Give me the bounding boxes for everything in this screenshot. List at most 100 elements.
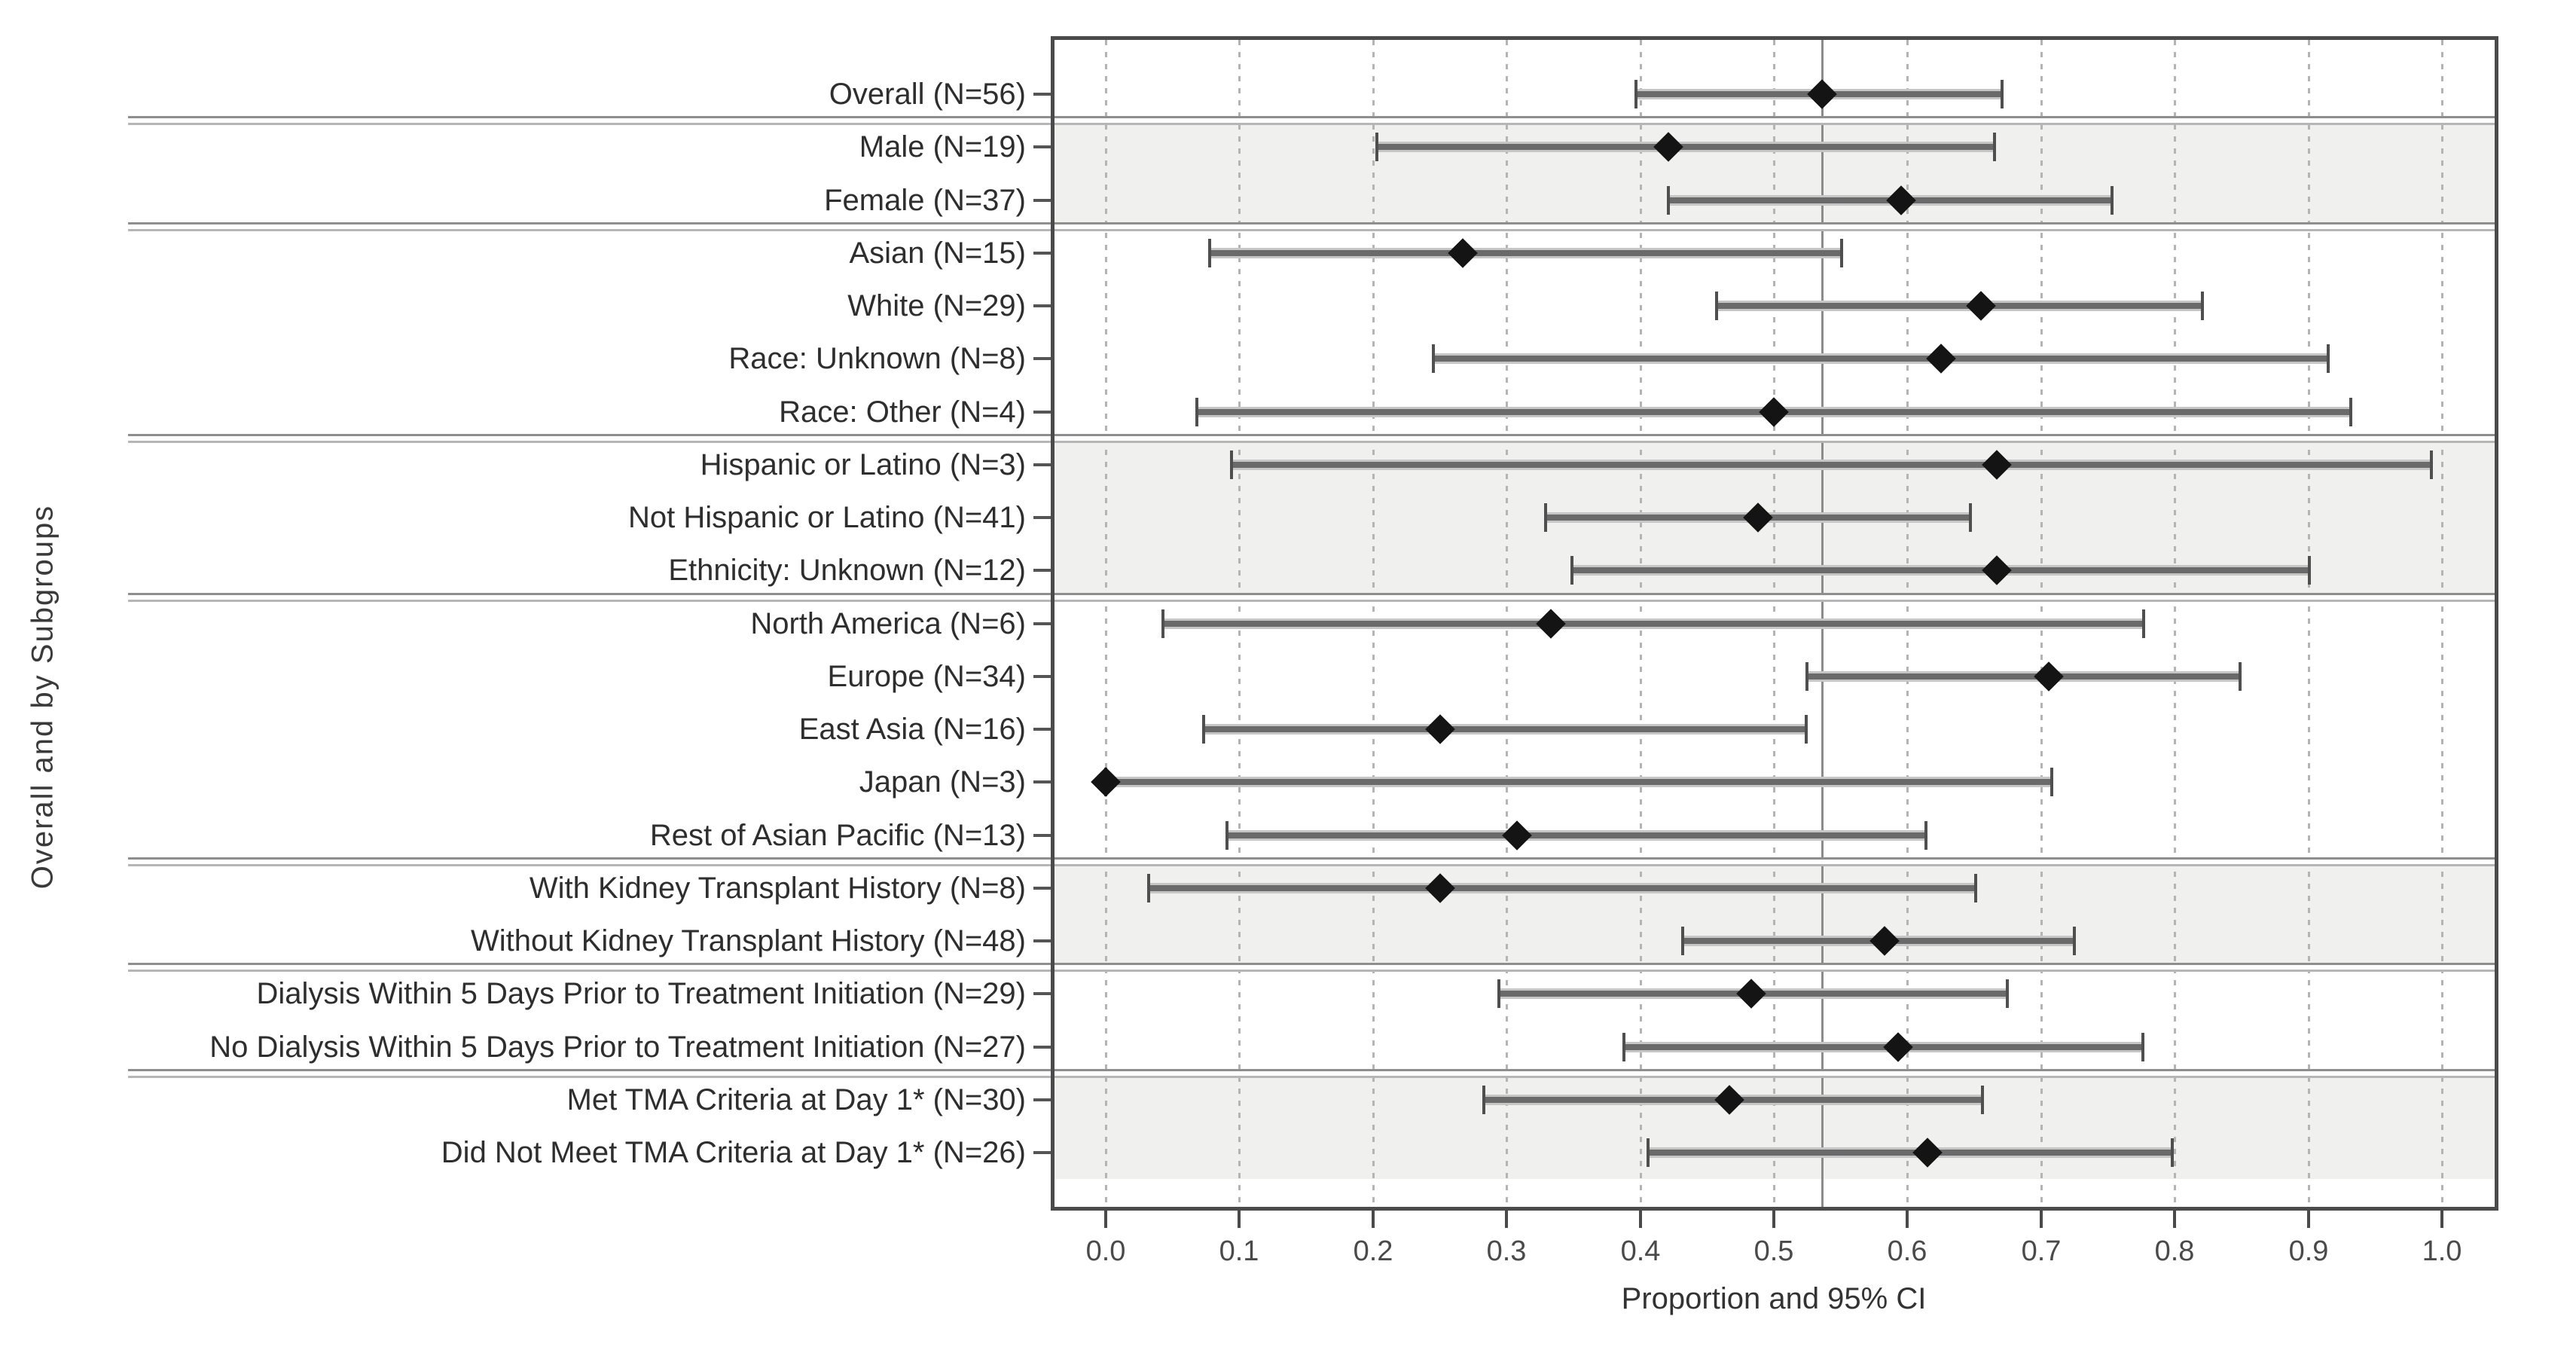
ci-bar — [1433, 353, 2328, 364]
point-estimate-diamond — [1966, 291, 1996, 321]
row-label: Not Hispanic or Latino (N=41) — [627, 501, 1026, 534]
ci-cap-right — [2308, 556, 2311, 585]
point-estimate-diamond — [1425, 714, 1455, 744]
x-tick — [2440, 1211, 2443, 1228]
ci-bar — [1377, 142, 1995, 152]
x-tick-label: 0.2 — [1353, 1235, 1393, 1267]
ci-cap-left — [1147, 874, 1150, 902]
x-tick — [1906, 1211, 1909, 1228]
y-tick — [1033, 1098, 1051, 1101]
ci-cap-right — [1924, 821, 1927, 850]
ci-bar — [1163, 618, 2144, 629]
row-label: Met TMA Criteria at Day 1* (N=30) — [566, 1083, 1026, 1116]
x-tick-label: 0.0 — [1085, 1235, 1126, 1267]
y-tick — [1033, 252, 1051, 255]
ci-bar — [1717, 301, 2202, 311]
y-tick — [1033, 780, 1051, 783]
x-tick-label: 0.5 — [1753, 1235, 1794, 1267]
ci-cap-left — [1622, 1033, 1625, 1061]
x-tick-label: 0.1 — [1219, 1235, 1259, 1267]
ci-cap-right — [2141, 1033, 2144, 1061]
x-tick-label: 0.6 — [1887, 1235, 1927, 1267]
point-estimate-diamond — [2034, 661, 2064, 692]
y-tick — [1033, 887, 1051, 890]
ci-bar — [1572, 565, 2309, 576]
x-gridline — [2308, 40, 2310, 1207]
x-tick — [2040, 1211, 2043, 1228]
ci-cap-right — [2171, 1138, 2174, 1167]
ci-cap-left — [1230, 450, 1233, 479]
row-label: Japan (N=3) — [859, 765, 1026, 799]
ci-cap-right — [1993, 133, 1996, 161]
y-tick — [1033, 834, 1051, 837]
ci-cap-left — [1715, 292, 1718, 320]
ci-cap-right — [1981, 1086, 1984, 1114]
x-tick — [1238, 1211, 1241, 1228]
ci-cap-right — [1974, 874, 1977, 902]
y-tick — [1033, 675, 1051, 678]
ci-cap-left — [1161, 609, 1164, 638]
row-label: No Dialysis Within 5 Days Prior to Treat… — [209, 1031, 1026, 1064]
ci-cap-left — [1195, 398, 1198, 426]
x-tick — [1505, 1211, 1508, 1228]
group-separator-line — [128, 1069, 2498, 1078]
row-label: Race: Unknown (N=8) — [728, 342, 1026, 375]
row-label: White (N=29) — [847, 289, 1026, 322]
x-axis-title: Proportion and 95% CI — [1621, 1282, 1927, 1315]
ci-cap-right — [2050, 768, 2053, 796]
point-estimate-diamond — [1091, 767, 1121, 797]
row-label: North America (N=6) — [750, 607, 1026, 640]
y-tick — [1033, 569, 1051, 572]
ci-bar — [1149, 883, 1976, 893]
ci-bar — [1648, 1147, 2172, 1158]
ci-bar — [1210, 248, 1842, 258]
ci-cap-right — [2073, 927, 2076, 955]
point-estimate-diamond — [1759, 397, 1789, 427]
ci-cap-right — [2006, 979, 2009, 1008]
x-tick-label: 0.3 — [1486, 1235, 1527, 1267]
group-separator-line — [128, 434, 2498, 443]
x-tick-label: 0.9 — [2288, 1235, 2329, 1267]
ci-cap-right — [2430, 450, 2433, 479]
group-separator-line — [128, 222, 2498, 231]
row-label: Rest of Asian Pacific (N=13) — [649, 819, 1026, 852]
y-axis-title: Overall and by Subgroups — [26, 504, 60, 890]
ci-cap-left — [1805, 662, 1808, 691]
ci-bar — [1807, 671, 2240, 682]
row-label: Dialysis Within 5 Days Prior to Treatmen… — [256, 977, 1026, 1010]
ci-cap-left — [1647, 1138, 1650, 1167]
y-tick — [1033, 622, 1051, 625]
ci-cap-left — [1497, 979, 1500, 1008]
ci-bar — [1106, 777, 2052, 787]
row-label: Race: Other (N=4) — [779, 396, 1026, 429]
ci-cap-right — [1840, 239, 1843, 267]
x-tick-label: 0.4 — [1620, 1235, 1661, 1267]
y-tick — [1033, 145, 1051, 148]
group-separator-line — [128, 963, 2498, 972]
x-gridline — [1105, 40, 1107, 1207]
x-tick — [2173, 1211, 2176, 1228]
y-tick — [1033, 199, 1051, 202]
row-label: Overall (N=56) — [829, 78, 1026, 111]
y-tick — [1033, 357, 1051, 360]
x-tick-label: 0.7 — [2021, 1235, 2062, 1267]
ci-cap-left — [1202, 715, 1205, 744]
row-label: Europe (N=34) — [827, 660, 1026, 693]
ci-cap-left — [1681, 927, 1684, 955]
x-tick — [1772, 1211, 1775, 1228]
ci-cap-left — [1634, 80, 1637, 108]
y-tick — [1033, 992, 1051, 995]
group-separator-line — [128, 593, 2498, 602]
x-gridline — [2441, 40, 2443, 1207]
row-label: Ethnicity: Unknown (N=12) — [668, 554, 1026, 587]
row-label: Did Not Meet TMA Criteria at Day 1* (N=2… — [441, 1136, 1026, 1169]
x-tick — [1372, 1211, 1375, 1228]
ci-cap-left — [1432, 344, 1435, 373]
ci-cap-right — [2201, 292, 2204, 320]
ci-cap-right — [1969, 503, 1972, 532]
ci-cap-right — [2327, 344, 2330, 373]
x-tick — [1104, 1211, 1107, 1228]
row-label: Asian (N=15) — [849, 237, 1026, 270]
ci-cap-left — [1544, 503, 1547, 532]
